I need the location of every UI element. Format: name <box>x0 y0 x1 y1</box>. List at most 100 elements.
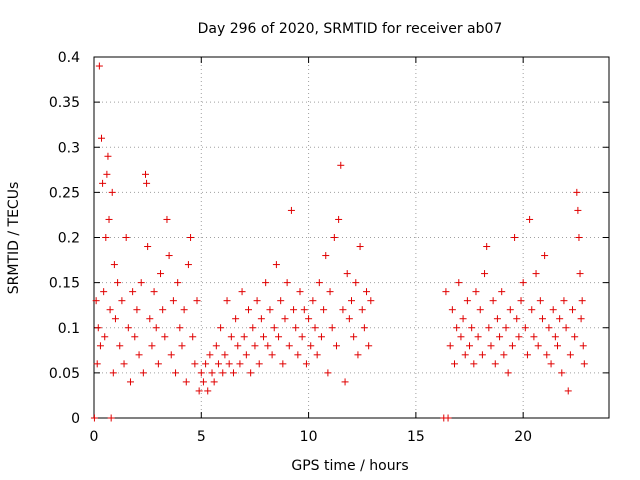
data-point <box>577 315 585 323</box>
data-point <box>152 324 160 332</box>
data-point <box>442 288 450 296</box>
data-point <box>554 342 561 350</box>
data-point <box>94 324 102 332</box>
data-point <box>461 351 469 359</box>
data-point <box>538 315 546 323</box>
data-point <box>270 324 278 332</box>
data-point <box>208 369 216 377</box>
chart-title: Day 296 of 2020, SRMTID for receiver ab0… <box>198 21 503 37</box>
data-point <box>571 333 579 341</box>
data-point <box>363 288 371 296</box>
data-point <box>114 279 122 287</box>
data-point <box>225 360 233 368</box>
data-point <box>129 288 137 296</box>
data-point <box>302 360 310 368</box>
data-point <box>574 206 582 214</box>
y-tick-label: 0.15 <box>49 276 80 292</box>
data-point <box>137 279 145 287</box>
data-point <box>212 342 220 350</box>
y-tick-label: 0.05 <box>49 366 80 382</box>
data-point <box>92 297 100 305</box>
tick-labels: 0 5 10 15 20 0 0.05 0.1 0.15 0.2 0.25 0.3 0.35 0.4 <box>49 50 532 445</box>
data-point <box>221 351 229 359</box>
data-point <box>167 351 175 359</box>
data-point <box>96 342 104 350</box>
data-point <box>500 351 508 359</box>
data-point <box>332 342 340 350</box>
data-point <box>172 369 180 377</box>
data-point <box>142 170 149 178</box>
data-point <box>135 351 143 359</box>
data-point <box>95 62 103 70</box>
data-point <box>262 279 270 287</box>
data-point <box>106 306 114 314</box>
data-point <box>268 351 276 359</box>
data-point <box>320 306 328 314</box>
data-point <box>335 215 343 223</box>
data-point <box>309 297 317 305</box>
data-point <box>545 324 553 332</box>
data-point <box>120 360 128 368</box>
data-point <box>283 279 291 287</box>
data-point <box>174 279 182 287</box>
y-tick-label: 0.3 <box>58 140 80 156</box>
y-axis-label: SRMTID / TECUs <box>6 182 22 295</box>
data-point <box>202 360 210 368</box>
data-point <box>275 333 283 341</box>
data-point <box>210 378 218 386</box>
data-point <box>330 234 338 241</box>
data-point <box>496 333 504 341</box>
data-point <box>463 297 471 305</box>
data-point <box>133 306 141 314</box>
data-point <box>247 369 255 377</box>
data-point <box>541 252 549 260</box>
data-point <box>521 324 529 332</box>
data-point <box>339 306 347 314</box>
data-point <box>474 333 482 341</box>
data-point <box>466 342 474 350</box>
data-point <box>107 414 115 422</box>
data-point <box>219 369 227 377</box>
data-point <box>157 270 165 278</box>
data-point <box>124 324 132 332</box>
y-tick-label: 0.25 <box>49 185 80 201</box>
data-point <box>556 315 564 323</box>
data-point <box>580 360 588 368</box>
data-point <box>317 333 325 341</box>
data-point <box>195 387 203 395</box>
data-point <box>279 360 287 368</box>
data-point <box>197 369 205 377</box>
data-point <box>126 378 134 386</box>
data-point <box>146 315 154 323</box>
data-points <box>90 62 588 422</box>
data-point <box>511 234 519 241</box>
data-point <box>526 215 534 223</box>
data-point <box>326 288 334 296</box>
data-point <box>292 324 300 332</box>
data-point <box>169 297 177 305</box>
data-point <box>547 360 555 368</box>
data-point <box>328 324 336 332</box>
data-point <box>483 243 491 251</box>
data-point <box>199 378 207 386</box>
data-point <box>264 342 272 350</box>
y-tick-label: 0.35 <box>49 95 80 111</box>
data-point <box>536 297 544 305</box>
data-point <box>315 279 323 287</box>
data-point <box>551 333 559 341</box>
data-point <box>528 306 536 314</box>
data-point <box>576 270 584 278</box>
data-point <box>223 297 231 305</box>
data-point <box>105 215 113 223</box>
data-point <box>468 324 476 332</box>
data-point <box>472 288 480 296</box>
data-point <box>455 279 463 287</box>
data-point <box>236 360 244 368</box>
data-point <box>566 351 574 359</box>
data-point <box>478 351 486 359</box>
data-point <box>184 261 192 269</box>
data-point <box>285 342 293 350</box>
data-point <box>103 170 111 178</box>
data-point <box>253 297 261 305</box>
data-point <box>311 324 319 332</box>
